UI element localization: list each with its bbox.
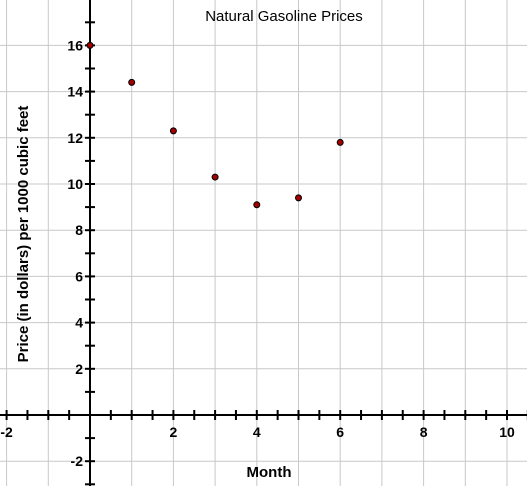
data-point <box>211 173 219 181</box>
y-tick-label: 4 <box>75 315 83 331</box>
y-tick-label: 16 <box>67 37 83 53</box>
data-point <box>128 78 136 86</box>
y-axis-title: Price (in dollars) per 1000 cubic feet <box>15 106 32 363</box>
y-tick-label: 8 <box>75 222 83 238</box>
x-tick-label: 4 <box>253 424 261 440</box>
data-point <box>336 138 344 146</box>
x-tick-label: 6 <box>336 424 344 440</box>
data-points <box>86 41 344 209</box>
data-point <box>86 41 94 49</box>
data-point <box>253 201 261 209</box>
y-tick-label: 6 <box>75 268 83 284</box>
x-tick-label: 8 <box>420 424 428 440</box>
x-tick-label: 2 <box>170 424 178 440</box>
y-tick-label: 10 <box>67 176 83 192</box>
chart-title: Natural Gasoline Prices <box>205 8 363 25</box>
x-tick-label: 10 <box>499 424 515 440</box>
data-point <box>169 127 177 135</box>
y-tick-label: 12 <box>67 130 83 146</box>
x-axis-title: Month <box>247 464 292 481</box>
y-tick-label: 2 <box>75 361 83 377</box>
data-point <box>295 194 302 202</box>
y-tick-label: -2 <box>71 453 84 469</box>
tick-labels: -2 2 4 6 8 10 -2 2 4 6 8 10 12 14 16 <box>0 37 515 469</box>
x-tick-label: -2 <box>0 424 13 440</box>
y-tick-label: 14 <box>67 84 83 100</box>
